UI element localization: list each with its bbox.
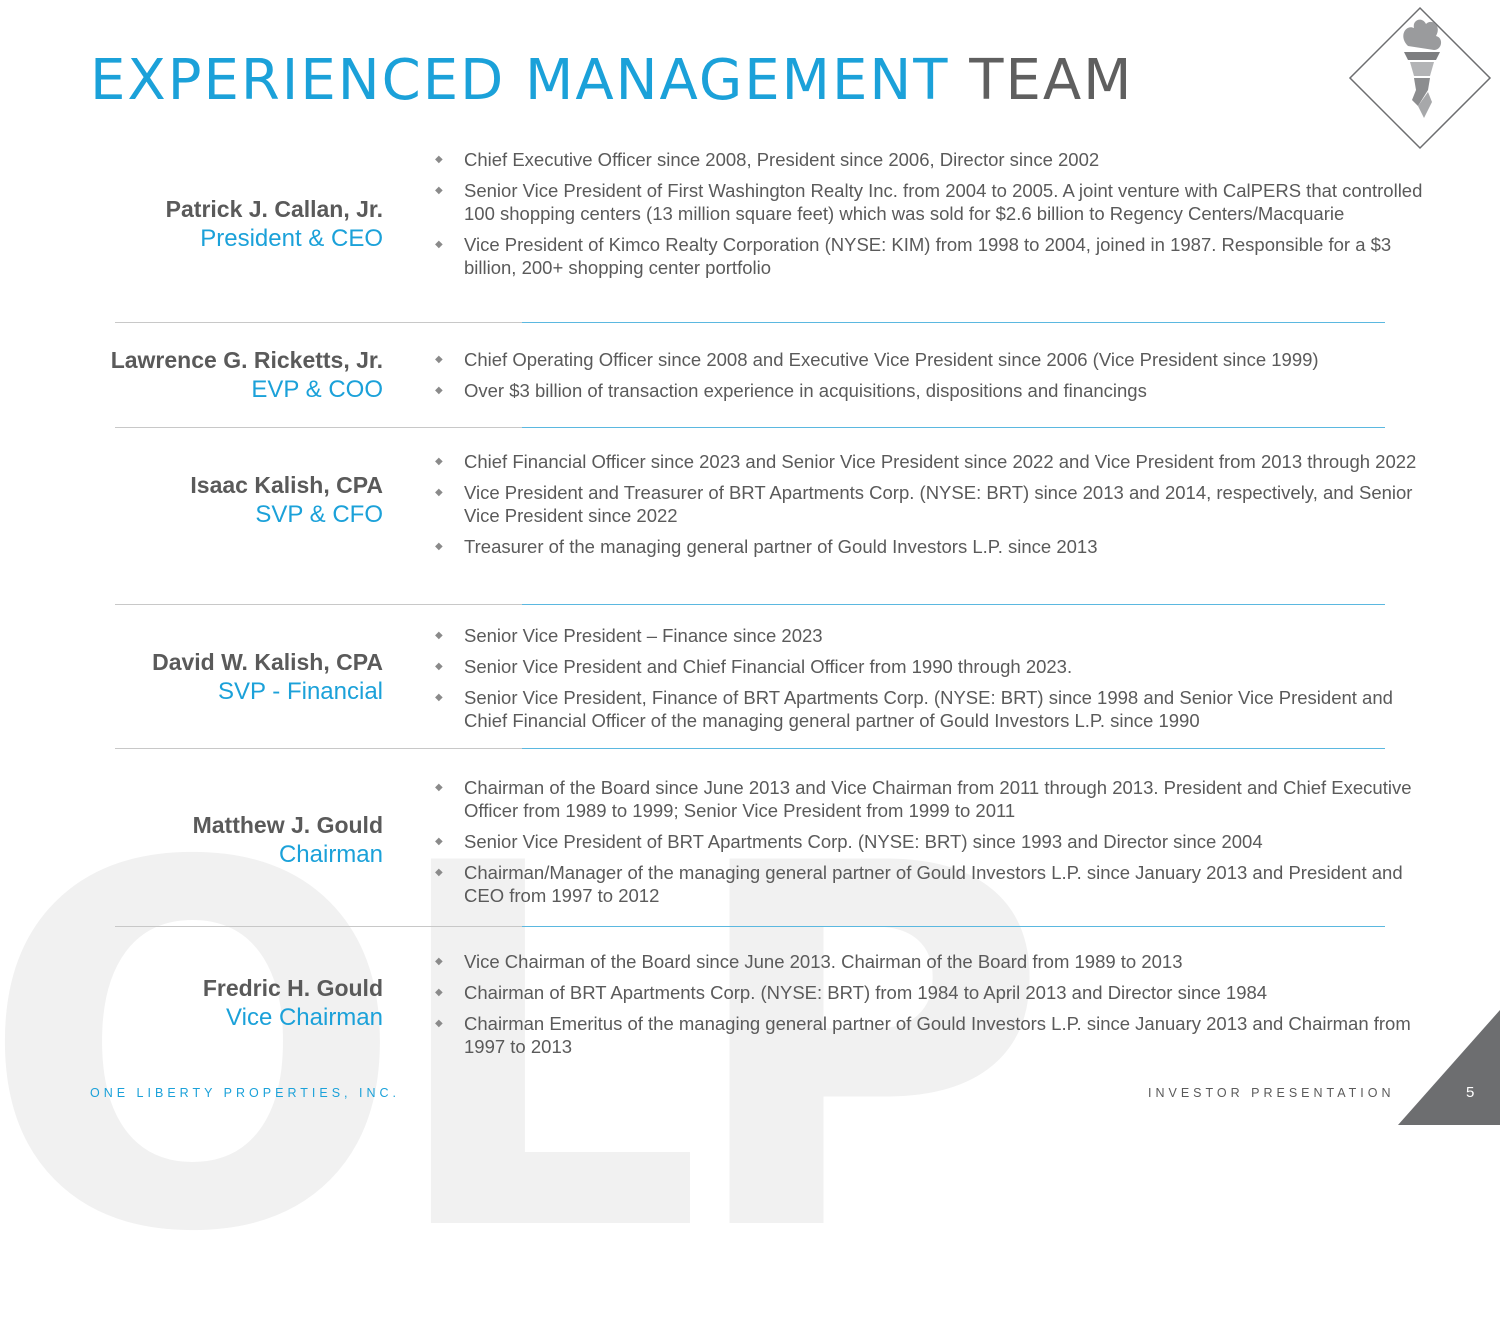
executive-bullets: Chief Executive Officer since 2008, Pres…	[435, 148, 1435, 287]
executive-role: Vice Chairman	[226, 1004, 383, 1031]
divider-line	[115, 322, 525, 323]
divider-line	[115, 926, 525, 927]
title-highlight: EXPERIENCED MANAGEMENT	[90, 48, 950, 113]
executive-role: President & CEO	[200, 225, 383, 252]
bullet-item: Chief Financial Officer since 2023 and S…	[435, 450, 1435, 473]
divider-line	[522, 427, 1385, 428]
bullet-item: Treasurer of the managing general partne…	[435, 535, 1435, 558]
executive-bullets: Chairman of the Board since June 2013 an…	[435, 776, 1435, 915]
divider-line	[522, 322, 1385, 323]
divider-line	[115, 604, 525, 605]
bullet-item: Chairman of the Board since June 2013 an…	[435, 776, 1435, 822]
executive-bullets: Senior Vice President – Finance since 20…	[435, 624, 1435, 740]
executive-identity: Patrick J. Callan, Jr. President & CEO	[90, 194, 383, 254]
page-number: 5	[1466, 1084, 1475, 1101]
executive-name: David W. Kalish, CPA	[152, 649, 383, 675]
bullet-item: Chairman/Manager of the managing general…	[435, 861, 1435, 907]
executive-bullets: Chief Operating Officer since 2008 and E…	[435, 348, 1435, 410]
page-title: EXPERIENCED MANAGEMENT TEAM	[90, 48, 1133, 113]
executive-identity: Matthew J. Gould Chairman	[90, 810, 383, 870]
page-corner-triangle	[1398, 1010, 1500, 1125]
executive-name: Matthew J. Gould	[192, 812, 383, 838]
executive-identity: Fredric H. Gould Vice Chairman	[90, 973, 383, 1033]
footer-document-title: INVESTOR PRESENTATION	[1148, 1086, 1395, 1100]
executive-role: EVP & COO	[251, 376, 383, 403]
divider-line	[115, 427, 525, 428]
bullet-item: Senior Vice President, Finance of BRT Ap…	[435, 686, 1435, 732]
bullet-item: Vice President of Kimco Realty Corporati…	[435, 233, 1435, 279]
divider-line	[115, 748, 525, 749]
executive-identity: David W. Kalish, CPA SVP - Financial	[90, 647, 383, 707]
bullet-item: Chief Executive Officer since 2008, Pres…	[435, 148, 1435, 171]
executive-name: Isaac Kalish, CPA	[190, 472, 383, 498]
executive-identity: Lawrence G. Ricketts, Jr. EVP & COO	[90, 345, 383, 405]
divider-line	[522, 748, 1385, 749]
divider-line	[522, 604, 1385, 605]
executive-bullets: Vice Chairman of the Board since June 20…	[435, 950, 1435, 1066]
executive-name: Fredric H. Gould	[202, 975, 383, 1001]
bullet-item: Senior Vice President of BRT Apartments …	[435, 830, 1435, 853]
footer-company: ONE LIBERTY PROPERTIES, INC.	[90, 1086, 400, 1100]
executive-role: Chairman	[278, 841, 383, 868]
executive-identity: Isaac Kalish, CPA SVP & CFO	[90, 470, 383, 530]
executive-name: Lawrence G. Ricketts, Jr.	[110, 347, 383, 373]
bullet-item: Senior Vice President of First Washingto…	[435, 179, 1435, 225]
title-rest: TEAM	[969, 48, 1134, 113]
bullet-item: Chairman of BRT Apartments Corp. (NYSE: …	[435, 981, 1435, 1004]
bullet-item: Chairman Emeritus of the managing genera…	[435, 1012, 1435, 1058]
bullet-item: Vice Chairman of the Board since June 20…	[435, 950, 1435, 973]
executive-role: SVP - Financial	[218, 678, 383, 705]
divider-line	[522, 926, 1385, 927]
statue-of-liberty-torch-icon	[1348, 6, 1492, 150]
bullet-item: Over $3 billion of transaction experienc…	[435, 379, 1435, 402]
executive-bullets: Chief Financial Officer since 2023 and S…	[435, 450, 1435, 566]
executive-role: SVP & CFO	[255, 501, 383, 528]
executive-name: Patrick J. Callan, Jr.	[165, 196, 383, 222]
bullet-item: Vice President and Treasurer of BRT Apar…	[435, 481, 1435, 527]
bullet-item: Senior Vice President and Chief Financia…	[435, 655, 1435, 678]
bullet-item: Chief Operating Officer since 2008 and E…	[435, 348, 1435, 371]
bullet-item: Senior Vice President – Finance since 20…	[435, 624, 1435, 647]
